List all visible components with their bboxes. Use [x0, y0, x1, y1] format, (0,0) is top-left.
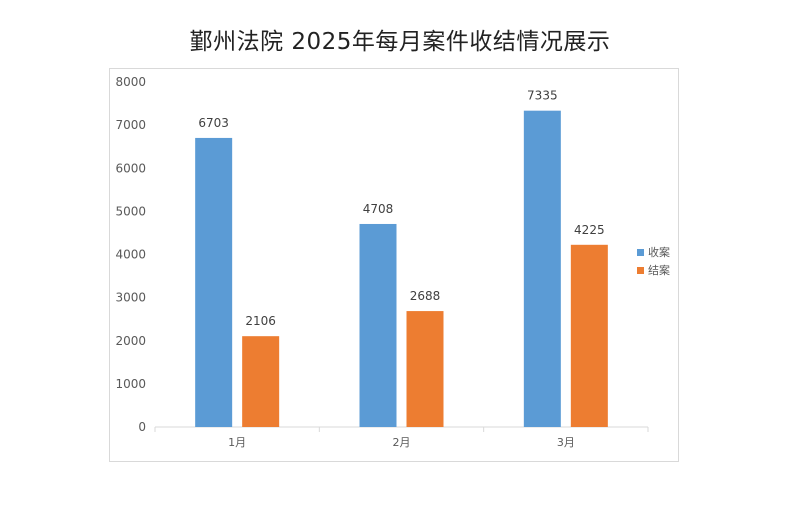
bar-收案-3月: [523, 110, 561, 427]
bar-value-label: 4708: [363, 202, 394, 216]
y-tick-label: 1000: [115, 377, 146, 391]
bars: [195, 110, 608, 428]
x-tick-label: 2月: [393, 436, 411, 449]
bar-value-label: 2688: [410, 289, 441, 303]
y-axis-tick-labels: 0 1000 2000 3000 4000 5000 6000 7000 8000: [115, 75, 146, 434]
bar-value-label: 4225: [574, 223, 605, 237]
bar-value-label: 7335: [527, 89, 558, 103]
bar-value-label: 6703: [198, 116, 229, 130]
x-axis-ticks: [154, 427, 649, 432]
x-tick-label: 1月: [228, 436, 246, 449]
bar-value-label: 2106: [245, 314, 276, 328]
x-axis-tick-labels: 1月 2月 3月: [228, 436, 575, 449]
legend-swatch: [637, 267, 644, 274]
legend-label: 结案: [648, 263, 670, 277]
legend-label: 收案: [648, 245, 670, 259]
y-tick-label: 3000: [115, 291, 146, 305]
y-tick-label: 6000: [115, 161, 146, 175]
bar-收案-1月: [195, 137, 233, 428]
bar-收案-2月: [359, 223, 397, 427]
y-tick-label: 0: [138, 420, 146, 434]
y-tick-label: 5000: [115, 204, 146, 218]
bar-结案-1月: [242, 336, 280, 427]
chart-title: 鄞州法院 2025年每月案件收结情况展示: [189, 29, 611, 55]
y-tick-label: 4000: [115, 248, 146, 262]
chart-frame: [109, 68, 679, 462]
y-tick-label: 2000: [115, 334, 146, 348]
y-tick-label: 8000: [115, 75, 146, 89]
bar-结案-2月: [406, 311, 444, 427]
bar-结案-3月: [570, 244, 608, 427]
legend-swatch: [637, 249, 644, 256]
x-tick-label: 3月: [557, 436, 575, 449]
y-tick-label: 7000: [115, 118, 146, 132]
bar-data-labels: 6703 2106 4708 2688 7335 4225: [198, 89, 604, 329]
